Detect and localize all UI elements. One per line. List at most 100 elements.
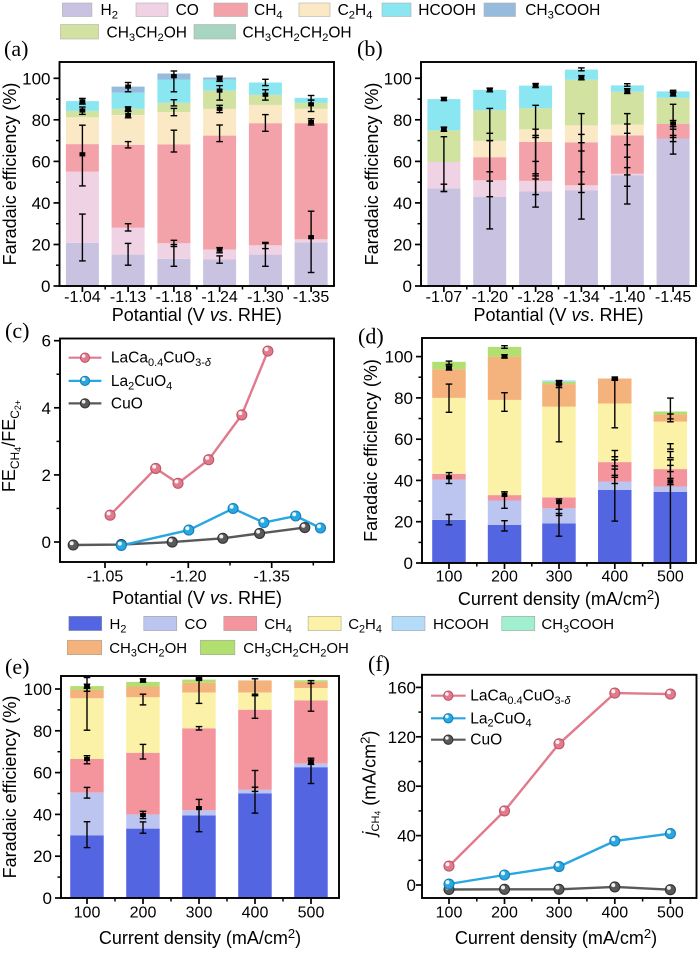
svg-text:0: 0 [404,554,413,573]
svg-text:-1.40: -1.40 [609,289,646,306]
svg-text:Faradaic efficiency (%): Faradaic efficiency (%) [362,83,382,266]
svg-text:CH4​: CH4​ [264,616,292,635]
svg-text:(d): (d) [358,324,384,349]
svg-text:Current density (mA/cm2): Current density (mA/cm2) [455,926,657,948]
svg-text:200: 200 [491,569,518,586]
svg-text:(b): (b) [357,36,383,61]
svg-text:400: 400 [601,905,628,922]
svg-text:160: 160 [388,678,416,697]
svg-text:CH3​COOH: CH3​COOH [525,2,600,21]
svg-text:40: 40 [393,194,412,213]
svg-text:LaCa0.4CuO3-δ: LaCa0.4CuO3-δ [111,350,212,369]
svg-text:80: 80 [33,722,52,741]
svg-text:-1.45: -1.45 [655,289,692,306]
svg-text:60: 60 [393,152,412,171]
svg-text:100: 100 [436,905,463,922]
svg-text:C2​H4​: C2​H4​ [338,2,373,21]
svg-text:CH3​COOH: CH3​COOH [541,616,614,635]
svg-text:0: 0 [41,277,50,296]
svg-text:-1.18: -1.18 [156,289,193,306]
svg-text:-1.20: -1.20 [170,569,207,586]
svg-text:40: 40 [32,194,51,213]
svg-text:0: 0 [43,889,52,908]
svg-text:120: 120 [388,728,416,747]
svg-text:20: 20 [32,236,51,255]
svg-text:20: 20 [394,513,413,532]
svg-text:20: 20 [393,236,412,255]
svg-text:Current density (mA/cm2): Current density (mA/cm2) [458,587,660,609]
svg-text:-1.35: -1.35 [293,289,330,306]
svg-text:100: 100 [22,69,50,88]
svg-text:100: 100 [385,348,413,367]
svg-text:20: 20 [33,847,52,866]
svg-text:200: 200 [491,905,518,922]
svg-text:(f): (f) [368,651,390,676]
svg-text:40: 40 [33,805,52,824]
svg-text:CO: CO [185,616,208,633]
svg-text:(a): (a) [4,36,28,61]
svg-text:LaCa0.4CuO3-δ: LaCa0.4CuO3-δ [470,688,571,707]
svg-text:4: 4 [42,399,51,418]
svg-text:Potantial (V vs. RHE): Potantial (V vs. RHE) [473,305,643,325]
svg-text:6: 6 [42,332,51,351]
svg-text:100: 100 [24,680,52,699]
svg-text:Current density (mA/cm2): Current density (mA/cm2) [99,926,301,948]
svg-text:CO: CO [176,2,199,19]
svg-text:-1.05: -1.05 [87,569,124,586]
svg-text:(e): (e) [5,654,29,679]
svg-text:CuO: CuO [111,395,143,412]
svg-text:Faradaic efficiency (%): Faradaic efficiency (%) [0,83,20,266]
svg-text:-1.34: -1.34 [563,289,600,306]
svg-text:CH3​CH2​CH2​OH: CH3​CH2​CH2​OH [243,640,349,659]
svg-text:200: 200 [130,905,157,922]
svg-text:H2​: H2​ [101,2,118,21]
svg-text:80: 80 [32,111,51,130]
svg-text:H2​: H2​ [110,616,127,635]
svg-text:jCH4 (mA/cm2): jCH4 (mA/cm2) [358,731,383,839]
svg-text:-1.04: -1.04 [64,289,101,306]
svg-text:500: 500 [657,905,684,922]
svg-text:CH3​CH2​OH: CH3​CH2​OH [109,640,187,659]
svg-text:-1.24: -1.24 [201,289,238,306]
svg-text:300: 300 [186,905,213,922]
svg-text:-1.30: -1.30 [247,289,284,306]
svg-text:100: 100 [74,905,101,922]
svg-text:100: 100 [436,569,463,586]
svg-text:Faradaic efficiency (%): Faradaic efficiency (%) [361,359,381,542]
svg-text:300: 300 [546,905,573,922]
svg-text:HCOOH: HCOOH [433,616,489,633]
svg-text:400: 400 [601,569,628,586]
svg-text:La2CuO4: La2CuO4 [470,710,531,729]
svg-text:Faradaic efficiency (%): Faradaic efficiency (%) [0,696,20,879]
svg-text:2: 2 [42,466,51,485]
svg-text:80: 80 [393,111,412,130]
svg-text:La2CuO4: La2CuO4 [111,373,172,392]
svg-text:500: 500 [298,905,325,922]
svg-text:80: 80 [397,777,416,796]
svg-text:-1.35: -1.35 [253,569,290,586]
svg-text:HCOOH: HCOOH [418,2,476,19]
svg-text:CuO: CuO [470,732,502,749]
svg-text:(c): (c) [5,318,29,343]
svg-text:500: 500 [657,569,684,586]
svg-text:100: 100 [384,69,412,88]
svg-text:400: 400 [242,905,269,922]
svg-text:300: 300 [546,569,573,586]
svg-text:-1.13: -1.13 [110,289,147,306]
svg-text:80: 80 [394,389,413,408]
svg-text:FECH4/FEC2+: FECH4/FEC2+ [0,400,23,492]
svg-text:CH3​CH2​CH2​OH: CH3​CH2​CH2​OH [243,25,352,44]
svg-text:Potantial (V vs. RHE): Potantial (V vs. RHE) [112,588,282,608]
svg-text:-1.07: -1.07 [426,289,463,306]
svg-text:40: 40 [397,827,416,846]
svg-text:CH4​: CH4​ [254,2,283,21]
svg-text:60: 60 [32,152,51,171]
svg-text:40: 40 [394,471,413,490]
svg-text:Potantial (V vs. RHE): Potantial (V vs. RHE) [112,305,282,325]
svg-text:60: 60 [33,764,52,783]
svg-text:60: 60 [394,430,413,449]
svg-text:-1.28: -1.28 [517,289,554,306]
svg-text:0: 0 [403,277,412,296]
svg-text:0: 0 [407,876,416,895]
svg-text:-1.20: -1.20 [472,289,509,306]
